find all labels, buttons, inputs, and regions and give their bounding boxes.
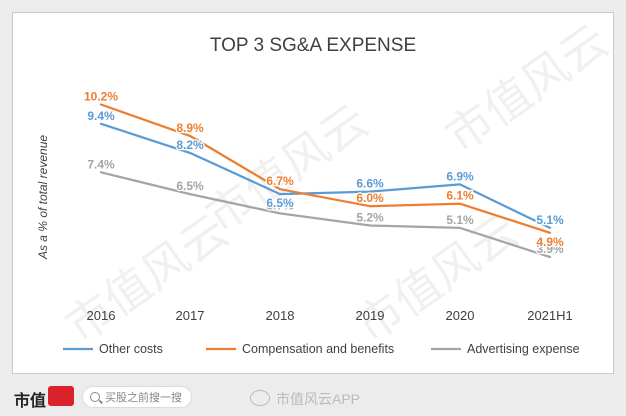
y-axis-label: As a % of total revenue xyxy=(36,135,50,260)
weibo-icon xyxy=(250,390,270,406)
x-tick-label: 2021H1 xyxy=(527,308,573,323)
account-name: 市值风云APP xyxy=(276,391,361,407)
data-label: 6.5% xyxy=(266,196,294,210)
data-label: 9.4% xyxy=(87,109,115,123)
chart-panel: 市值风云 市值风云 市值风云 市值风云 TOP 3 SG&A EXPENSE As… xyxy=(12,12,618,374)
data-label: 7.4% xyxy=(87,157,115,171)
search-box[interactable]: 买股之前搜一搜 xyxy=(82,386,192,408)
data-label: 6.9% xyxy=(446,169,474,183)
legend-label: Advertising expense xyxy=(467,342,580,356)
brand-logo-icon xyxy=(48,386,74,406)
data-label: 5.2% xyxy=(356,211,384,225)
search-icon xyxy=(90,392,100,402)
footer-bar: 市值 买股之前搜一搜 市值风云APP xyxy=(0,378,626,416)
data-label: 5.1% xyxy=(536,213,564,227)
x-tick-label: 2016 xyxy=(87,308,116,323)
data-label: 8.2% xyxy=(176,138,204,152)
search-placeholder: 买股之前搜一搜 xyxy=(105,392,182,404)
x-tick-label: 2017 xyxy=(176,308,205,323)
data-label: 6.5% xyxy=(176,179,204,193)
x-tick-label: 2020 xyxy=(446,308,475,323)
data-label: 4.9% xyxy=(536,235,564,249)
data-label: 3.9% xyxy=(536,242,564,256)
data-label: 6.7% xyxy=(266,174,294,188)
series-line xyxy=(99,103,552,234)
data-label: 5.1% xyxy=(446,213,474,227)
data-label: 6.1% xyxy=(446,189,474,203)
brand-logo-text: 市值 xyxy=(14,391,47,410)
data-label: 8.9% xyxy=(176,121,204,135)
data-label: 5.7% xyxy=(266,198,294,212)
series-line xyxy=(99,171,552,259)
data-label: 6.6% xyxy=(356,177,384,191)
x-tick-label: 2018 xyxy=(266,308,295,323)
chart-title: TOP 3 SG&A EXPENSE xyxy=(210,35,416,56)
series-line xyxy=(99,122,552,230)
data-label: 10.2% xyxy=(84,90,118,104)
line-chart: TOP 3 SG&A EXPENSE As a % of total revenu… xyxy=(36,35,580,356)
data-label: 6.0% xyxy=(356,191,384,205)
legend-label: Compensation and benefits xyxy=(242,342,394,356)
legend-label: Other costs xyxy=(99,342,163,356)
x-tick-label: 2019 xyxy=(356,308,385,323)
